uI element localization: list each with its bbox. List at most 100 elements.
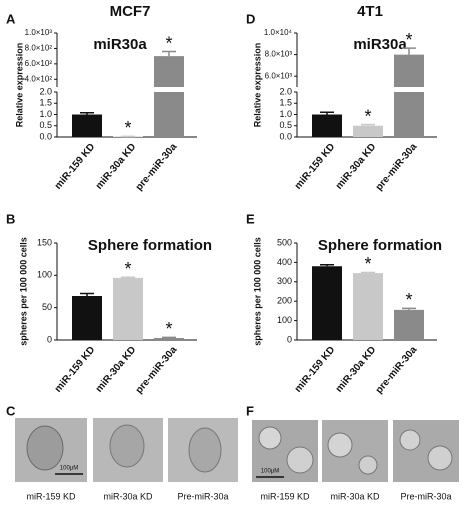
image-label: miR-159 KD [26, 491, 76, 501]
significance: * [124, 259, 131, 279]
y-axis-label: Relative expression [14, 43, 24, 128]
image-label: miR-159 KD [260, 491, 310, 501]
sphere [358, 455, 378, 475]
bar [154, 338, 184, 340]
y-tick-label: 0.0 [279, 131, 292, 141]
y-tick-label: 0.5 [279, 120, 292, 130]
y-tick-label: 1.5 [39, 98, 52, 108]
y-tick-label: 0.5 [39, 120, 52, 130]
x-tick-label: pre-miR-30a [134, 344, 180, 396]
y-tick-label: 0.0 [39, 131, 52, 141]
x-tick-label: pre-miR-30a [134, 141, 180, 193]
y-tick-label: 8.0×10² [25, 44, 53, 53]
significance: * [405, 290, 412, 310]
significance: * [364, 106, 371, 126]
y-tick-label: 1.5 [279, 98, 292, 108]
y-tick-label: 1.0 [279, 109, 292, 119]
y-tick-label: 8.0×10³ [265, 50, 293, 59]
column-title: MCF7 [110, 3, 151, 20]
image-label: Pre-miR-30a [177, 491, 228, 501]
y-tick-label: 50 [42, 302, 52, 312]
bar [72, 296, 102, 340]
y-tick-label: 6.0×10³ [265, 71, 293, 80]
y-tick-label: 100 [37, 270, 52, 280]
error-bar [80, 292, 94, 297]
y-tick-label: 1.0 [39, 109, 52, 119]
chart-title: Sphere formation [88, 237, 212, 254]
panel-letter: C [6, 403, 16, 418]
x-tick-label: miR-30a KD [94, 142, 139, 192]
panel-letter: E [246, 211, 255, 226]
y-tick-label: 1.0×10⁴ [264, 28, 293, 37]
panel-letter: B [6, 211, 15, 226]
y-tick-label: 500 [277, 237, 292, 247]
bar [312, 266, 342, 340]
chart-title: Sphere formation [318, 237, 442, 254]
image-label: miR-30a KD [330, 491, 380, 501]
sphere [399, 429, 421, 451]
image-label: miR-30a KD [103, 491, 153, 501]
bar [72, 114, 102, 137]
error-bar [80, 111, 94, 115]
error-bar [361, 123, 375, 126]
chart-title: miR30a [93, 36, 147, 53]
significance: * [165, 319, 172, 339]
error-bar [402, 47, 416, 55]
x-tick-label: miR-30a KD [334, 142, 379, 192]
sphere [258, 426, 282, 450]
sphere [188, 427, 222, 473]
error-bar [162, 336, 176, 339]
x-tick-label: miR-159 KD [293, 142, 338, 192]
sphere [427, 445, 453, 471]
y-axis-label: Relative expression [252, 43, 262, 128]
y-tick-label: 400 [277, 257, 292, 267]
sphere [26, 425, 64, 471]
x-tick-label: miR-159 KD [53, 345, 98, 395]
sphere [327, 432, 353, 458]
x-tick-label: pre-miR-30a [374, 344, 420, 396]
micrographs [15, 418, 459, 482]
y-tick-label: 100 [277, 315, 292, 325]
panel-letter: A [6, 11, 16, 26]
panel-letter: F [246, 403, 254, 418]
bar [312, 114, 342, 137]
column-title: 4T1 [357, 3, 383, 20]
y-axis-label: spheres per 100 000 cells [18, 237, 28, 346]
significance: * [165, 33, 172, 53]
panel-letter: D [246, 11, 255, 26]
y-tick-label: 0 [287, 334, 292, 344]
image-label: Pre-miR-30a [400, 491, 451, 501]
error-bar [361, 271, 375, 274]
bar [154, 56, 184, 138]
y-tick-label: 0 [47, 334, 52, 344]
significance: * [364, 254, 371, 274]
y-tick-label: 6.0×10² [25, 59, 53, 68]
y-tick-label: 1.0×10³ [25, 28, 53, 37]
bar [113, 277, 143, 340]
bar [394, 54, 424, 137]
bar [394, 309, 424, 340]
y-tick-label: 300 [277, 276, 292, 286]
y-tick-label: 2.0 [279, 86, 292, 96]
x-tick-label: miR-30a KD [334, 345, 379, 395]
bar [353, 125, 383, 137]
sphere [109, 424, 145, 468]
sphere [286, 446, 314, 474]
y-tick-label: 200 [277, 296, 292, 306]
x-tick-label: miR-30a KD [94, 345, 139, 395]
y-axis-label: spheres per 100 000 cells [252, 237, 262, 346]
scale-label: 100μM [60, 466, 78, 472]
x-tick-label: pre-miR-30a [374, 141, 420, 193]
y-tick-label: 4.0×10² [25, 74, 53, 83]
y-tick-label: 2.0 [39, 86, 52, 96]
significance: * [405, 30, 412, 50]
error-bar [402, 307, 416, 310]
chart-title: miR30a [353, 36, 407, 53]
significance: * [124, 118, 131, 138]
x-tick-label: miR-159 KD [53, 142, 98, 192]
scale-label: 100μM [261, 469, 279, 475]
error-bar [121, 276, 135, 279]
error-bar [162, 50, 176, 57]
error-bar [320, 111, 334, 115]
